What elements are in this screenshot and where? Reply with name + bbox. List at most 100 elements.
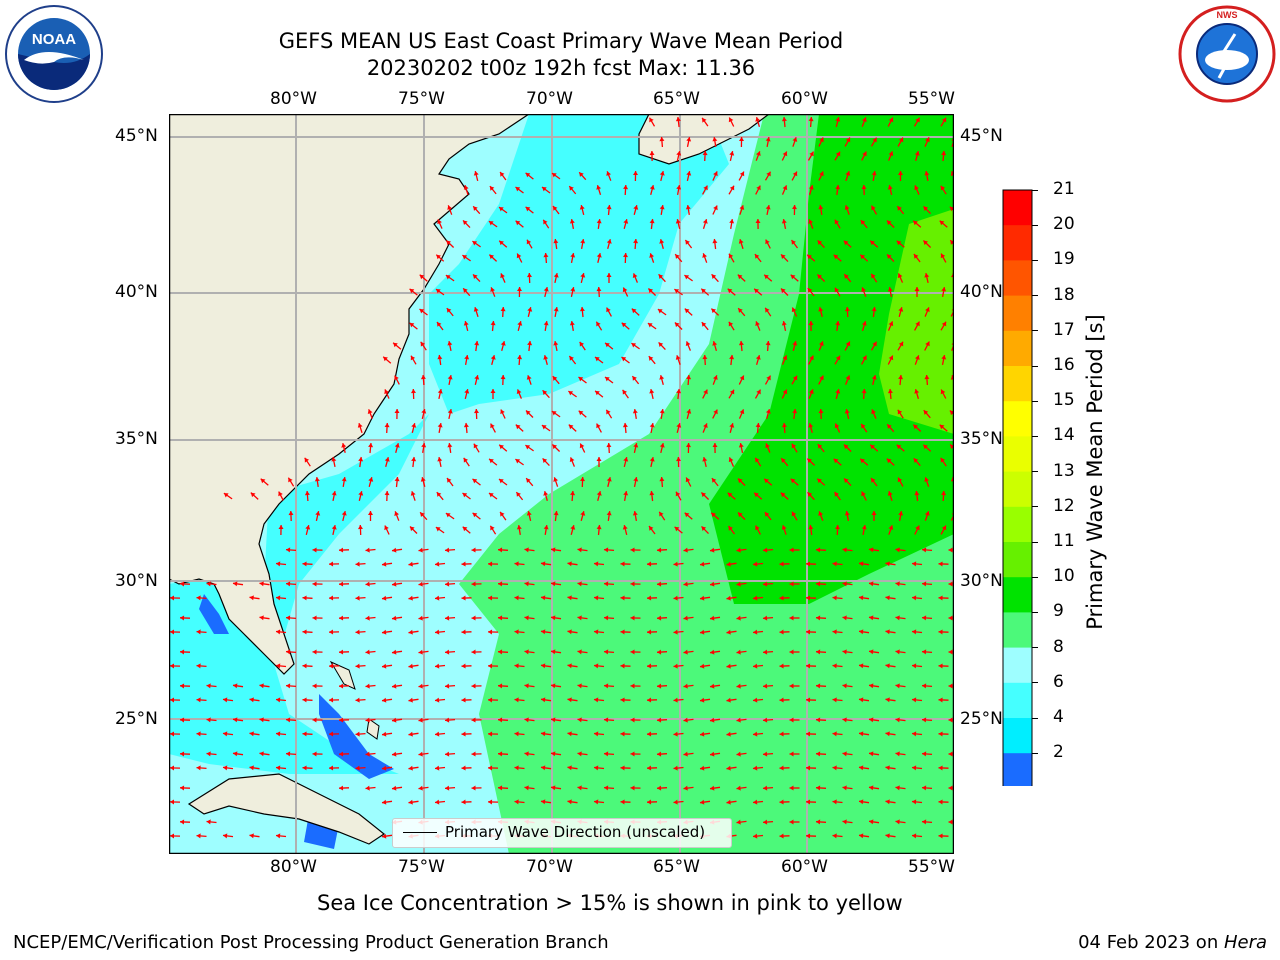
wave-direction-arrowhead	[567, 561, 572, 567]
wave-direction-arrowhead	[394, 477, 400, 482]
wave-direction-arrowhead	[435, 799, 440, 805]
wave-direction-arrowhead	[647, 629, 652, 635]
wave-direction-arrowhead	[816, 649, 821, 655]
wave-direction-arrowhead	[816, 717, 821, 723]
wave-direction-arrowhead	[355, 765, 360, 771]
wave-direction-arrowhead	[713, 205, 718, 211]
wave-direction-arrowhead	[726, 595, 731, 601]
wave-direction-arrowhead	[781, 458, 786, 463]
wave-direction-arrowhead	[525, 206, 531, 212]
wave-direction-arrowhead	[869, 819, 874, 825]
wave-direction-arrowhead	[898, 375, 904, 380]
wave-direction-arrowhead	[912, 799, 917, 805]
wave-direction-arrowhead	[500, 375, 506, 380]
colorbar-tick-label: 15	[1053, 390, 1075, 411]
wave-direction-arrowhead	[871, 205, 876, 211]
wave-direction-arrowhead	[543, 287, 549, 292]
wave-direction-arrowhead	[913, 458, 919, 463]
wave-direction-arrowhead	[420, 477, 426, 482]
wave-direction-arrowhead	[314, 477, 320, 482]
wave-direction-arrowhead	[871, 307, 877, 312]
wave-direction-arrowhead	[541, 425, 547, 430]
colorbar-tick-label: 6	[1053, 671, 1064, 692]
wave-direction-arrowhead	[249, 833, 254, 839]
wave-direction-arrowhead	[896, 444, 902, 450]
wave-direction-arrowhead	[339, 649, 344, 655]
wave-direction-arrowhead	[862, 355, 867, 361]
wave-direction-arrowhead	[781, 288, 786, 294]
colorbar-tick-mark	[1032, 682, 1038, 684]
lat-label-right-45n: 45°N	[960, 126, 1003, 146]
wave-direction-arrowhead	[329, 629, 334, 635]
wave-direction-arrowhead	[339, 717, 344, 723]
wave-direction-arrowhead	[233, 717, 238, 723]
wave-direction-arrowhead	[578, 410, 584, 416]
wave-direction-arrowhead	[630, 581, 635, 587]
wave-direction-arrowhead	[729, 355, 735, 360]
wave-direction-arrowhead	[886, 458, 892, 464]
wave-direction-arrowhead	[710, 581, 715, 587]
colorbar-tick-label: 21	[1053, 179, 1075, 199]
wave-direction-arrowhead	[835, 525, 840, 530]
wave-direction-arrowhead	[860, 220, 866, 225]
wave-direction-arrowhead	[938, 799, 943, 805]
wave-direction-arrowhead	[703, 185, 708, 191]
wave-direction-arrowhead	[196, 697, 201, 703]
wave-direction-arrowhead	[630, 615, 635, 621]
wave-direction-arrowhead	[355, 731, 360, 737]
wave-direction-arrowhead	[897, 477, 903, 483]
map-legend: Primary Wave Direction (unscaled)	[392, 818, 732, 848]
wave-direction-arrowhead	[421, 443, 427, 448]
wave-direction-arrowhead	[739, 375, 745, 381]
land-bahamas	[329, 660, 356, 690]
wave-direction-arrowhead	[686, 137, 692, 142]
wave-direction-arrowhead	[897, 409, 903, 415]
wave-direction-arrowhead	[913, 220, 918, 226]
wave-direction-arrowhead	[861, 287, 866, 292]
wave-direction-arrowhead	[700, 697, 705, 703]
wave-direction-arrowhead	[596, 287, 602, 292]
wave-direction-arrowhead	[553, 477, 558, 482]
wave-direction-arrowhead	[913, 424, 918, 430]
wave-direction-arrowhead	[302, 629, 307, 635]
wave-direction-arrowhead	[834, 423, 840, 429]
wave-direction-arrowhead	[659, 443, 665, 448]
wave-direction-arrowhead	[392, 717, 397, 723]
wave-direction-arrowhead	[394, 511, 399, 516]
wave-direction-arrowhead	[806, 561, 811, 567]
wave-direction-arrowhead	[755, 457, 760, 463]
wave-direction-arrowhead	[514, 765, 519, 771]
colorbar-segment	[1003, 260, 1032, 297]
wave-direction-arrowhead	[819, 137, 824, 143]
wave-direction-arrowhead	[489, 186, 495, 191]
wave-direction-arrowhead	[463, 220, 468, 225]
wave-direction-arrowhead	[596, 321, 601, 327]
wave-direction-arrowhead	[683, 547, 688, 553]
wave-direction-arrowhead	[807, 492, 813, 497]
wave-direction-arrowhead	[527, 307, 533, 312]
wave-direction-arrowhead	[633, 443, 639, 448]
wave-direction-arrowhead	[673, 663, 678, 669]
wave-direction-arrowhead	[196, 765, 201, 771]
wave-direction-arrowhead	[649, 185, 655, 190]
colorbar-tick-label: 16	[1053, 355, 1075, 375]
wave-direction-arrowhead	[419, 309, 425, 314]
wave-direction-arrowhead	[620, 663, 625, 669]
wave-direction-arrowhead	[673, 765, 678, 771]
wave-direction-arrowhead	[408, 595, 413, 601]
wave-direction-arrowhead	[302, 697, 307, 703]
wave-direction-arrowhead	[753, 833, 758, 839]
wave-direction-arrowhead	[871, 478, 876, 483]
wave-direction-arrowhead	[312, 717, 317, 723]
wave-direction-arrowhead	[514, 629, 519, 635]
colorbar-tick-label: 9	[1053, 601, 1064, 622]
wave-direction-arrowhead	[925, 341, 930, 347]
wave-direction-arrowhead	[685, 341, 691, 346]
wave-direction-arrowhead	[394, 409, 400, 413]
wave-direction-arrowhead	[710, 615, 715, 621]
wave-direction-arrowhead	[567, 663, 572, 669]
wave-direction-arrowhead	[832, 833, 837, 839]
wave-direction-arrowhead	[339, 785, 344, 791]
wave-direction-arrowhead	[755, 321, 760, 326]
wave-direction-arrowhead	[596, 185, 602, 190]
